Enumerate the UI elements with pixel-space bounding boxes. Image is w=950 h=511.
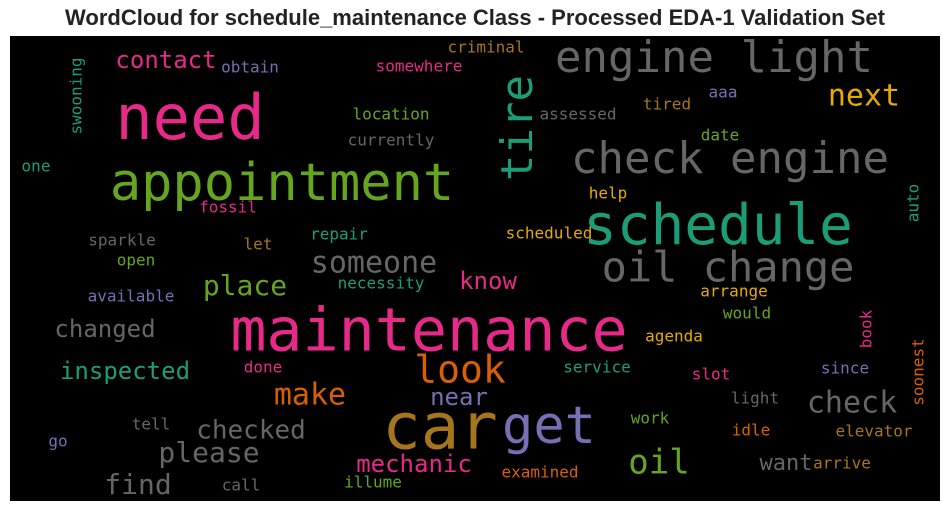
word-auto: auto bbox=[904, 184, 923, 223]
word-oil: oil bbox=[628, 443, 689, 483]
word-soonest: soonest bbox=[909, 338, 928, 405]
word-want: want bbox=[760, 451, 813, 476]
word-location: location bbox=[352, 105, 429, 124]
word-work: work bbox=[631, 409, 670, 428]
word-let: let bbox=[244, 235, 273, 254]
word-need: need bbox=[115, 81, 264, 154]
word-know: know bbox=[459, 267, 517, 295]
word-examined: examined bbox=[501, 463, 578, 482]
word-light: light bbox=[731, 389, 779, 408]
word-arrange: arrange bbox=[700, 282, 767, 301]
word-tire: tire bbox=[492, 75, 543, 181]
word-inspected: inspected bbox=[60, 357, 190, 385]
word-tired: tired bbox=[643, 95, 691, 114]
word-help: help bbox=[589, 184, 628, 203]
word-swooning: swooning bbox=[67, 57, 86, 134]
word-mechanic: mechanic bbox=[356, 450, 472, 478]
word-one: one bbox=[22, 157, 51, 176]
word-slot: slot bbox=[692, 365, 731, 384]
word-somewhere: somewhere bbox=[376, 57, 463, 76]
word-find: find bbox=[104, 468, 171, 501]
word-aaa: aaa bbox=[709, 83, 738, 102]
word-open: open bbox=[117, 251, 156, 270]
word-currently: currently bbox=[348, 131, 435, 150]
word-criminal: criminal bbox=[447, 38, 524, 57]
word-scheduled: scheduled bbox=[506, 224, 593, 243]
word-would: would bbox=[723, 304, 771, 323]
wordcloud-background bbox=[10, 36, 940, 501]
word-get: get bbox=[502, 396, 596, 456]
word-check-engine: check engine bbox=[571, 133, 889, 184]
word-look: look bbox=[414, 348, 506, 392]
chart-title: WordCloud for schedule_maintenance Class… bbox=[65, 5, 885, 30]
word-oil-change: oil change bbox=[602, 243, 855, 292]
word-service: service bbox=[563, 358, 630, 377]
word-sparkle: sparkle bbox=[88, 231, 155, 250]
word-idle: idle bbox=[732, 421, 771, 440]
word-elevator: elevator bbox=[835, 422, 912, 441]
word-next: next bbox=[828, 79, 900, 114]
word-maintenance: maintenance bbox=[230, 296, 627, 366]
word-call: call bbox=[222, 476, 261, 495]
word-date: date bbox=[701, 126, 740, 145]
word-schedule: schedule bbox=[583, 193, 853, 258]
word-tell: tell bbox=[132, 415, 171, 434]
word-repair: repair bbox=[310, 225, 368, 244]
word-contact: contact bbox=[115, 46, 216, 74]
word-make: make bbox=[274, 378, 346, 413]
word-engine-light: engine light bbox=[555, 36, 873, 83]
word-changed: changed bbox=[54, 315, 155, 343]
word-please: please bbox=[158, 436, 259, 469]
word-near: near bbox=[430, 383, 488, 411]
word-car: car bbox=[382, 391, 498, 465]
word-check: check bbox=[807, 386, 897, 421]
word-necessity: necessity bbox=[338, 274, 425, 293]
word-checked: checked bbox=[196, 416, 306, 446]
word-agenda: agenda bbox=[645, 327, 703, 346]
word-obtain: obtain bbox=[221, 58, 279, 77]
word-done: done bbox=[244, 358, 283, 377]
word-place: place bbox=[203, 269, 287, 302]
word-fossil: fossil bbox=[199, 198, 257, 217]
word-available: available bbox=[88, 287, 175, 306]
word-someone: someone bbox=[311, 246, 437, 281]
word-go: go bbox=[48, 432, 67, 451]
word-assessed: assessed bbox=[539, 105, 616, 124]
word-arrive: arrive bbox=[813, 454, 871, 473]
word-illume: illume bbox=[344, 473, 402, 492]
word-appointment: appointment bbox=[110, 153, 454, 213]
word-since: since bbox=[821, 359, 869, 378]
word-book: book bbox=[857, 309, 876, 348]
